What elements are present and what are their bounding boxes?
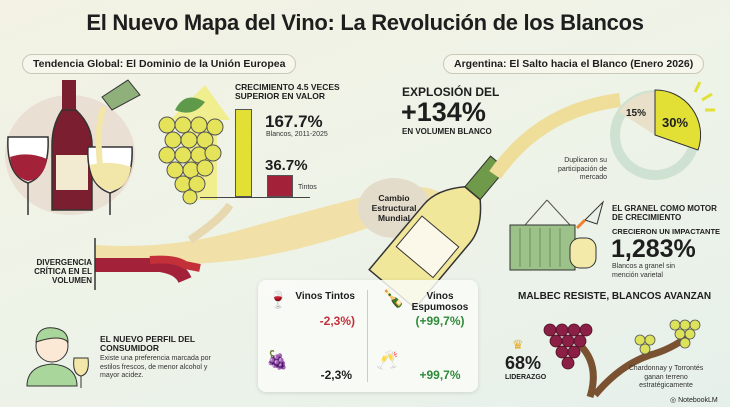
reds-change-value-2: -2,3% — [320, 368, 352, 382]
divergence-label: DIVERGENCIA CRÍTICA EN EL VOLUMEN — [34, 258, 92, 285]
whites-growth-value: 167.7% — [265, 112, 323, 131]
wine-bottle-glasses-illustration — [5, 79, 141, 215]
bulk-value: 1,283% — [611, 235, 696, 263]
reds-growth-value: 36.7% — [265, 157, 308, 174]
section-pill-global: Tendencia Global: El Dominio de la Unión… — [22, 54, 297, 74]
red-wine-glass-icon: 🍷 — [268, 292, 288, 309]
reds-growth-label: Tintos — [298, 184, 317, 191]
malbec-title: MALBEC RESISTE, BLANCOS AVANZAN — [518, 291, 712, 302]
malbec-label: LIDERAZGO — [505, 374, 547, 381]
comparison-card — [258, 280, 478, 392]
red-grapes-icon: 🍇 — [266, 350, 289, 370]
growth-heading: CRECIMIENTO 4.5 VECES SUPERIOR EN VALOR — [235, 82, 340, 101]
white-wine-bottle-illustration — [368, 93, 621, 310]
reds-label: Vinos Tintos — [295, 291, 355, 302]
whites-growth-label: Blancos, 2011-2025 — [266, 131, 328, 138]
notebooklm-label: NotebookLM — [678, 397, 718, 404]
whites-caption: Chardonnay y Torrontés ganan terreno est… — [628, 365, 704, 389]
sparkling-label: Vinos Espumosos — [411, 291, 469, 313]
sparkling-change-value-2: +99,7% — [419, 368, 461, 382]
vine-grapes-illustration — [543, 319, 701, 399]
white-wine-bottle-icon: 🍾 — [382, 288, 405, 308]
section-pill-argentina: Argentina: El Salto hacia el Blanco (Ene… — [443, 54, 705, 74]
center-label: Cambio Estructural Mundial — [371, 193, 417, 223]
share-caption: Duplicaron su participación de mercado — [557, 157, 607, 181]
bulk-container-rocket-illustration — [509, 199, 604, 271]
notebooklm-brand: ◎ NotebookLM — [670, 396, 718, 404]
bulk-subtitle: CRECIERON UN IMPACTANTE — [612, 227, 721, 236]
sparkling-glass-bottle-icon: 🥂 — [376, 350, 399, 370]
explosion-bottom: EN VOLUMEN BLANCO — [402, 127, 492, 136]
reds-change-value: -2,3%) — [319, 314, 355, 328]
explosion-top: EXPLOSIÓN DEL — [402, 85, 500, 99]
explosion-value: +134% — [401, 97, 486, 127]
bar-baseline — [200, 197, 310, 198]
page-title: El Nuevo Mapa del Vino: La Revolución de… — [86, 10, 644, 35]
consumer-text: Existe una preferencia marcada por estil… — [100, 355, 211, 379]
growth-arrow-grapes-illustration — [158, 85, 230, 205]
card-divider — [367, 290, 368, 382]
consumer-title: EL NUEVO PERFIL DEL CONSUMIDOR — [100, 334, 195, 353]
whites-bar — [235, 109, 252, 197]
bulk-caption: Blancos a granel sin mención varietal — [612, 263, 676, 279]
crown-icon: ♛ — [512, 337, 524, 352]
reds-bar — [267, 175, 293, 197]
notebooklm-logo-icon: ◎ — [670, 397, 679, 404]
share-after-value: 30% — [662, 115, 689, 130]
market-share-donut — [610, 81, 715, 180]
bulk-title: EL GRANEL COMO MOTOR DE CRECIMIENTO — [612, 204, 717, 222]
sparkling-change-value: (+99,7%) — [415, 314, 465, 328]
consumer-icon — [26, 327, 89, 388]
share-before-value: 15% — [626, 108, 647, 119]
malbec-value: 68% — [505, 353, 542, 373]
share-after-slice — [654, 89, 702, 151]
share-before-slice — [619, 92, 655, 135]
